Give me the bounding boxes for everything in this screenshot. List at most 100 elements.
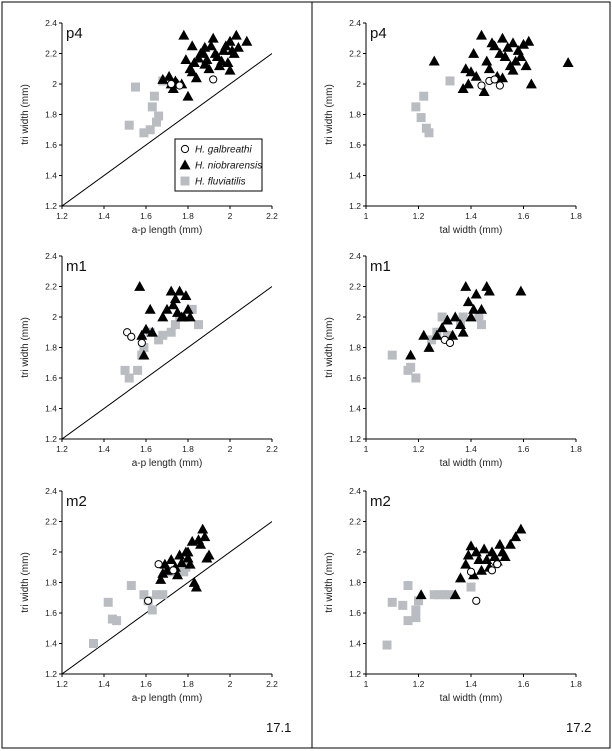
data-point-triangle	[186, 66, 198, 77]
data-point-triangle	[157, 311, 169, 322]
data-point-triangle	[468, 48, 480, 58]
series-h-niobrarensis	[134, 281, 196, 360]
one-to-one-line	[62, 53, 272, 206]
legend-label: H. niobrarensis	[195, 161, 262, 172]
y-tick-label: 1.6	[45, 608, 57, 618]
data-point-square	[411, 613, 421, 623]
data-point-triangle	[562, 57, 574, 68]
data-point-circle	[490, 75, 499, 84]
data-point-square	[403, 581, 413, 591]
data-point-circle	[209, 75, 218, 84]
x-axis-label: a-p length (mm)	[132, 225, 203, 236]
data-point-square	[429, 590, 439, 600]
x-tick-label: 2	[228, 211, 233, 221]
y-tick-label: 1.8	[45, 110, 57, 120]
y-tick-label: 1.2	[45, 201, 57, 211]
data-point-triangle	[460, 281, 472, 291]
x-tick-label: 1.2	[56, 679, 68, 689]
data-point-triangle	[523, 35, 535, 46]
x-tick-label: 1.6	[518, 211, 530, 221]
data-point-triangle	[462, 296, 474, 307]
data-point-triangle	[460, 558, 472, 569]
data-point-triangle	[195, 538, 207, 549]
y-tick-label: 2.4	[349, 18, 361, 28]
y-tick-label: 2.2	[349, 517, 361, 527]
data-point-square	[166, 327, 176, 337]
data-point-square	[145, 125, 155, 135]
data-point-triangle	[457, 326, 469, 337]
data-point-square	[421, 123, 431, 133]
data-point-triangle	[460, 63, 472, 74]
data-point-circle	[144, 596, 153, 605]
data-point-triangle	[241, 35, 253, 46]
data-point-triangle	[172, 569, 183, 580]
data-point-triangle	[178, 29, 190, 40]
series-h-fluviatilis	[411, 76, 455, 138]
legend-label: H. fluviatilis	[195, 177, 246, 188]
data-point-triangle	[180, 54, 192, 64]
data-point-triangle	[499, 51, 511, 61]
data-point-triangle	[431, 329, 443, 340]
data-point-square	[139, 343, 149, 352]
data-point-triangle	[470, 288, 482, 299]
data-point-square	[154, 335, 164, 345]
y-tick-label: 2.4	[349, 486, 361, 496]
data-point-triangle	[462, 78, 474, 89]
y-tick-label: 1.6	[45, 140, 57, 150]
data-point-square	[124, 120, 134, 130]
data-point-square	[131, 82, 140, 92]
data-point-triangle	[428, 55, 440, 66]
data-point-triangle	[449, 311, 461, 322]
data-point-square	[126, 581, 136, 591]
data-point-triangle	[199, 531, 211, 542]
y-axis-label: tri width (mm)	[20, 552, 31, 613]
y-tick-label: 1.6	[349, 373, 361, 383]
data-point-triangle	[184, 311, 196, 322]
data-point-triangle	[216, 55, 228, 66]
data-point-triangle	[478, 86, 490, 97]
x-tick-label: 1.4	[98, 679, 110, 689]
y-axis-label: tri width (mm)	[20, 317, 31, 378]
x-tick-label: 1.4	[98, 211, 110, 221]
y-tick-label: 1.4	[45, 639, 57, 649]
data-point-triangle	[510, 531, 522, 542]
series-h-fluviatilis	[387, 312, 486, 383]
y-tick-label: 1.8	[349, 110, 361, 120]
data-point-triangle	[470, 70, 482, 81]
data-point-triangle	[436, 322, 448, 333]
data-point-triangle	[163, 70, 175, 81]
data-point-triangle	[525, 78, 537, 89]
data-point-triangle	[470, 546, 482, 557]
data-point-triangle	[184, 558, 196, 569]
x-tick-label: 2.2	[266, 444, 278, 454]
legend-marker	[180, 144, 190, 154]
data-point-triangle	[182, 303, 194, 314]
data-point-triangle	[473, 554, 485, 565]
data-point-square	[147, 605, 157, 615]
x-tick-label: 1.8	[570, 679, 582, 689]
x-tick-label: 2.2	[266, 679, 278, 689]
data-point-triangle	[455, 572, 466, 583]
data-point-square	[154, 111, 164, 121]
series-h-niobrarensis	[157, 29, 253, 101]
x-axis-label: a-p length (mm)	[132, 458, 203, 469]
data-point-square	[187, 304, 197, 314]
data-point-square	[194, 320, 203, 330]
data-point-triangle	[515, 51, 527, 61]
y-axis-label: tri width (mm)	[324, 552, 335, 613]
data-point-square	[403, 616, 413, 626]
x-tick-label: 1.6	[140, 444, 152, 454]
data-point-square	[170, 320, 180, 330]
data-point-triangle	[494, 538, 506, 549]
one-to-one-line	[62, 286, 272, 439]
panel-title: p4	[370, 25, 387, 42]
data-point-triangle	[182, 90, 194, 101]
series-h-niobrarensis	[428, 29, 574, 97]
y-tick-label: 1.4	[349, 639, 361, 649]
data-point-square	[152, 590, 161, 600]
column-label-left: 17.1	[266, 720, 291, 735]
data-point-square	[398, 600, 408, 610]
